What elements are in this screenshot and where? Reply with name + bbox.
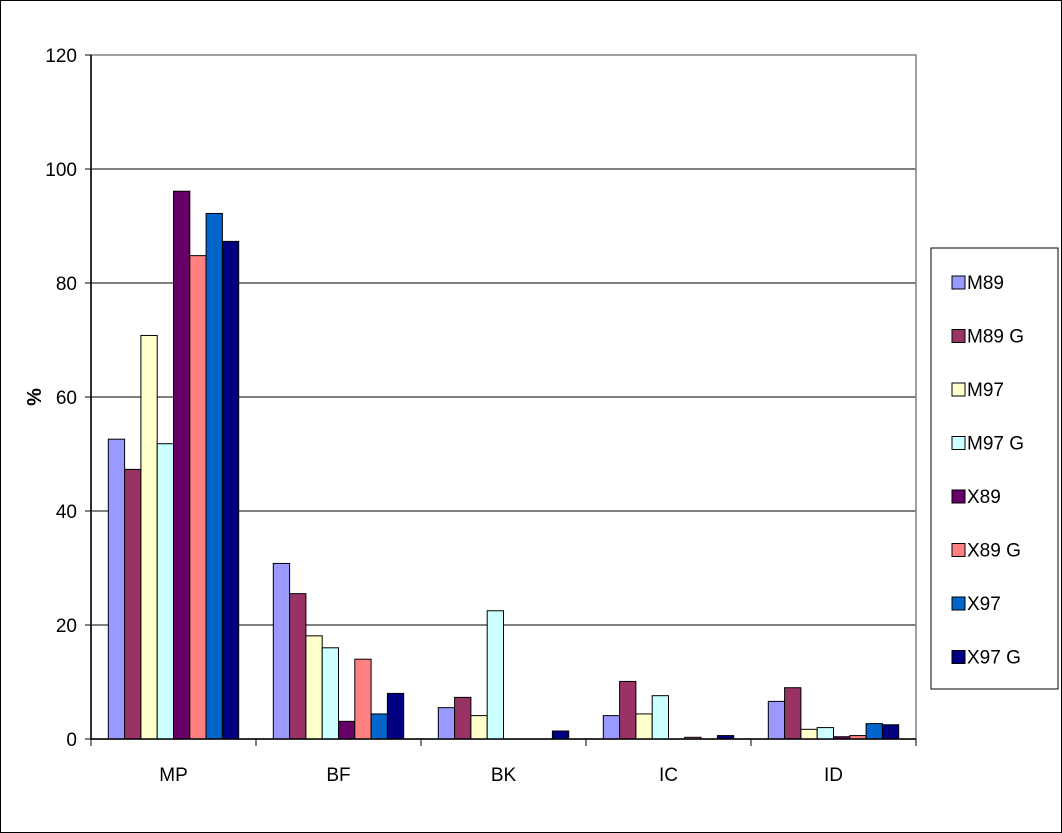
bar-x89-g-mp (189, 255, 207, 740)
bar-x97-mp (205, 212, 223, 740)
legend-swatch (951, 489, 966, 504)
legend-swatch (951, 275, 966, 290)
x-category-labels: MP BF BK IC ID (159, 765, 843, 786)
bar-x97-g-bf (386, 692, 405, 740)
y-tick-labels: 0 20 40 60 80 100 120 (45, 46, 77, 751)
bar-m89-g-id (784, 687, 802, 740)
y-tick-label: 100 (45, 160, 77, 181)
legend-label: X97 G (967, 648, 1021, 669)
bar-m89-g-ic (619, 680, 637, 740)
legend-box (930, 247, 1059, 690)
bar-m89-bf (272, 562, 291, 740)
bar-m97-ic (635, 713, 653, 740)
bar-x89-g-bf (354, 658, 372, 740)
bar-m97-g-bf (321, 647, 340, 740)
bar-m89-g-mp (124, 468, 142, 740)
axes (85, 54, 917, 746)
bar-m97-bk (470, 715, 488, 740)
y-tick-label: 40 (56, 502, 77, 523)
bar-m97-g-id (816, 727, 835, 740)
bar-x89-bf (338, 720, 356, 740)
legend-label: M97 (967, 380, 1004, 401)
legend-swatch (951, 436, 966, 450)
x-category-label: BK (491, 765, 517, 786)
bar-x97-bf (370, 713, 388, 740)
legend-swatch (951, 543, 966, 557)
legend-swatch (951, 650, 966, 664)
bar-m89-g-bk (454, 696, 472, 740)
bar-m89-bk (437, 707, 456, 740)
bar-m97-bf (305, 635, 323, 740)
y-tick-label: 20 (56, 616, 77, 637)
bar-x89-mp (173, 190, 191, 740)
bar-x97-g-bk (551, 730, 570, 740)
legend-swatch (951, 329, 966, 343)
bar-m97-mp (140, 334, 158, 740)
legend-label: X89 (967, 487, 1001, 508)
bar-x97-g-mp (221, 240, 240, 740)
y-tick-label: 60 (56, 388, 77, 409)
bar-m89-g-bf (289, 593, 307, 740)
bar-m89-ic (602, 715, 621, 740)
bar-m97-g-mp (156, 443, 174, 740)
bar-x97-g-id (881, 724, 900, 740)
bar-m97-g-ic (651, 695, 670, 740)
legend: M89 M89 G M97 M97 G X89 X89 G X97 X97 G (930, 247, 1059, 690)
legend-label: M89 (967, 273, 1004, 294)
bar-m97-g-bk (486, 610, 505, 740)
bar-x97-id (865, 723, 883, 740)
legend-swatch (951, 596, 966, 611)
bar-m89-id (767, 700, 786, 740)
x-category-label: BF (326, 765, 350, 786)
legend-label: X89 G (967, 541, 1021, 562)
y-tick-label: 80 (56, 274, 77, 295)
y-tick-label: 0 (66, 730, 77, 751)
bar-m89-mp (107, 438, 126, 740)
bars (107, 190, 900, 740)
y-axis-title: % (24, 388, 46, 406)
bar-m97-id (800, 728, 818, 740)
legend-swatch (951, 382, 966, 397)
legend-label: X97 (967, 594, 1001, 615)
x-category-label: MP (159, 765, 188, 786)
legend-label: M97 G (967, 434, 1024, 455)
y-tick-label: 120 (45, 46, 77, 67)
x-category-label: IC (659, 765, 678, 786)
legend-label: M89 G (967, 327, 1024, 348)
x-category-label: ID (824, 765, 843, 786)
